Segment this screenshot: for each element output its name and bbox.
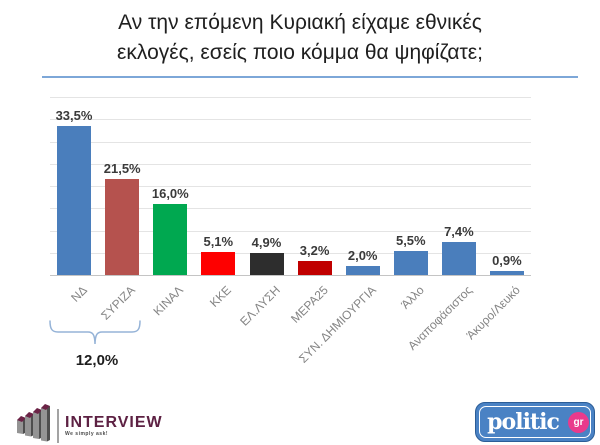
- logo-bar-2: [25, 412, 34, 437]
- gridline: [50, 252, 531, 254]
- interview-logo: INTERVIEW We simply ask!: [16, 403, 163, 443]
- logo-bar-4: [41, 404, 50, 442]
- gridline: [50, 119, 531, 121]
- bar-value-label: 2,0%: [347, 248, 378, 264]
- chart-title-line2: εκλογές, εσείς ποιο κόμμα θα ψηφίζατε;: [117, 41, 483, 64]
- interview-logo-text: INTERVIEW We simply ask!: [57, 409, 163, 443]
- bar-9: [441, 242, 476, 275]
- bar-value-label: 16,0%: [151, 185, 189, 201]
- politic-brand-name: politic: [487, 409, 560, 435]
- difference-bracket-path: [49, 320, 141, 345]
- politic-logo-border: [479, 406, 591, 438]
- bar-10: [489, 271, 524, 275]
- bar-value-label: 7,4%: [444, 224, 474, 240]
- bar-value-label: 4,9%: [251, 235, 282, 251]
- bar-1: [57, 125, 91, 275]
- difference-label: 12,0%: [75, 352, 119, 369]
- bar-4: [201, 252, 236, 275]
- title-underline: [42, 76, 578, 78]
- bar-2: [105, 179, 140, 275]
- bar-growth-icon: [17, 404, 50, 442]
- interview-tagline: We simply ask!: [65, 431, 109, 437]
- bar-7: [345, 266, 380, 275]
- bar-6: [297, 260, 332, 275]
- bar-3: [153, 203, 188, 275]
- logo-bar-1: [17, 416, 26, 434]
- bar-value-label: 0,9%: [492, 253, 522, 268]
- bar-value-label: 33,5%: [55, 107, 93, 123]
- gridline: [50, 163, 531, 165]
- bar-value-label: 5,5%: [395, 232, 426, 248]
- politic-gr-badge: gr: [568, 412, 589, 433]
- gridline: [50, 186, 531, 187]
- bar-value-label: 5,1%: [203, 234, 234, 250]
- gridline: [50, 97, 531, 98]
- bar-5: [249, 253, 284, 275]
- gridline: [50, 141, 531, 143]
- politic-logo: politic gr: [475, 402, 595, 442]
- gridline: [50, 230, 531, 232]
- gridline: [50, 208, 531, 210]
- chart-title-line1: Αν την επόμενη Κυριακή είχαμε εθνικές: [118, 11, 482, 34]
- x-axis-line: [50, 275, 531, 276]
- bar-8: [393, 250, 428, 275]
- chart-title: Αν την επόμενη Κυριακή είχαμε εθνικές εκ…: [0, 8, 600, 68]
- interview-brand-name: INTERVIEW: [65, 414, 163, 431]
- bar-value-label: 3,2%: [299, 242, 330, 258]
- difference-bracket: [49, 320, 141, 345]
- logo-bar-3: [33, 408, 42, 439]
- bar-value-label: 21,5%: [103, 161, 141, 177]
